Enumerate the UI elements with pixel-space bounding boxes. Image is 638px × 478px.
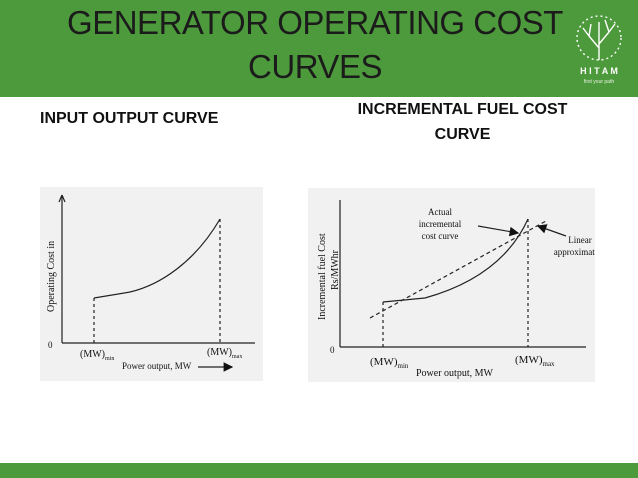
curve-note: incremental	[419, 219, 462, 229]
header-band	[0, 0, 638, 97]
x-max-label: (MW)max	[207, 347, 242, 360]
curve-note: cost curve	[422, 231, 459, 241]
logo-tagline: first your path	[584, 79, 615, 85]
line-note: approximation	[554, 247, 595, 257]
x-label: Power output, MW	[122, 361, 192, 371]
curve-note: Actual	[428, 207, 452, 217]
y-label: Operating Cost in	[46, 241, 57, 312]
y-label: Incremental fuel Cost	[317, 233, 328, 320]
logo: H I T A M first your path	[576, 15, 622, 85]
x-min-label: (MW)min	[370, 356, 409, 370]
io-curve	[93, 218, 221, 299]
y-label: Rs/MWhr	[330, 249, 341, 290]
x-label: Power output, MW	[416, 368, 494, 379]
line-pointer	[536, 224, 567, 237]
title-line: CURVES	[248, 48, 382, 85]
right-heading: CURVE	[434, 126, 491, 143]
incremental-curve	[382, 218, 529, 303]
right-figure: Incremental fuel Cost Rs/MWhr 0 (MW)min …	[317, 200, 595, 379]
origin-label: 0	[48, 340, 53, 350]
logo-name: H I T A M	[580, 66, 618, 76]
line-note: Linear	[568, 235, 591, 245]
left-figure: Operating Cost in 0 (MW)min (MW)max Powe…	[46, 194, 255, 372]
x-max-label: (MW)max	[515, 354, 555, 368]
curve-pointer	[477, 225, 520, 237]
left-heading: INPUT OUTPUT CURVE	[40, 110, 219, 127]
right-heading: INCREMENTAL FUEL COST	[357, 101, 568, 118]
title-line: GENERATOR OPERATING COST	[67, 4, 563, 41]
x-min-label: (MW)min	[80, 349, 114, 362]
footer-band	[0, 463, 638, 478]
axis-arrow	[58, 194, 66, 203]
origin-label: 0	[330, 345, 335, 355]
linear-approximation	[369, 220, 547, 319]
right-figure-bg	[308, 188, 595, 382]
